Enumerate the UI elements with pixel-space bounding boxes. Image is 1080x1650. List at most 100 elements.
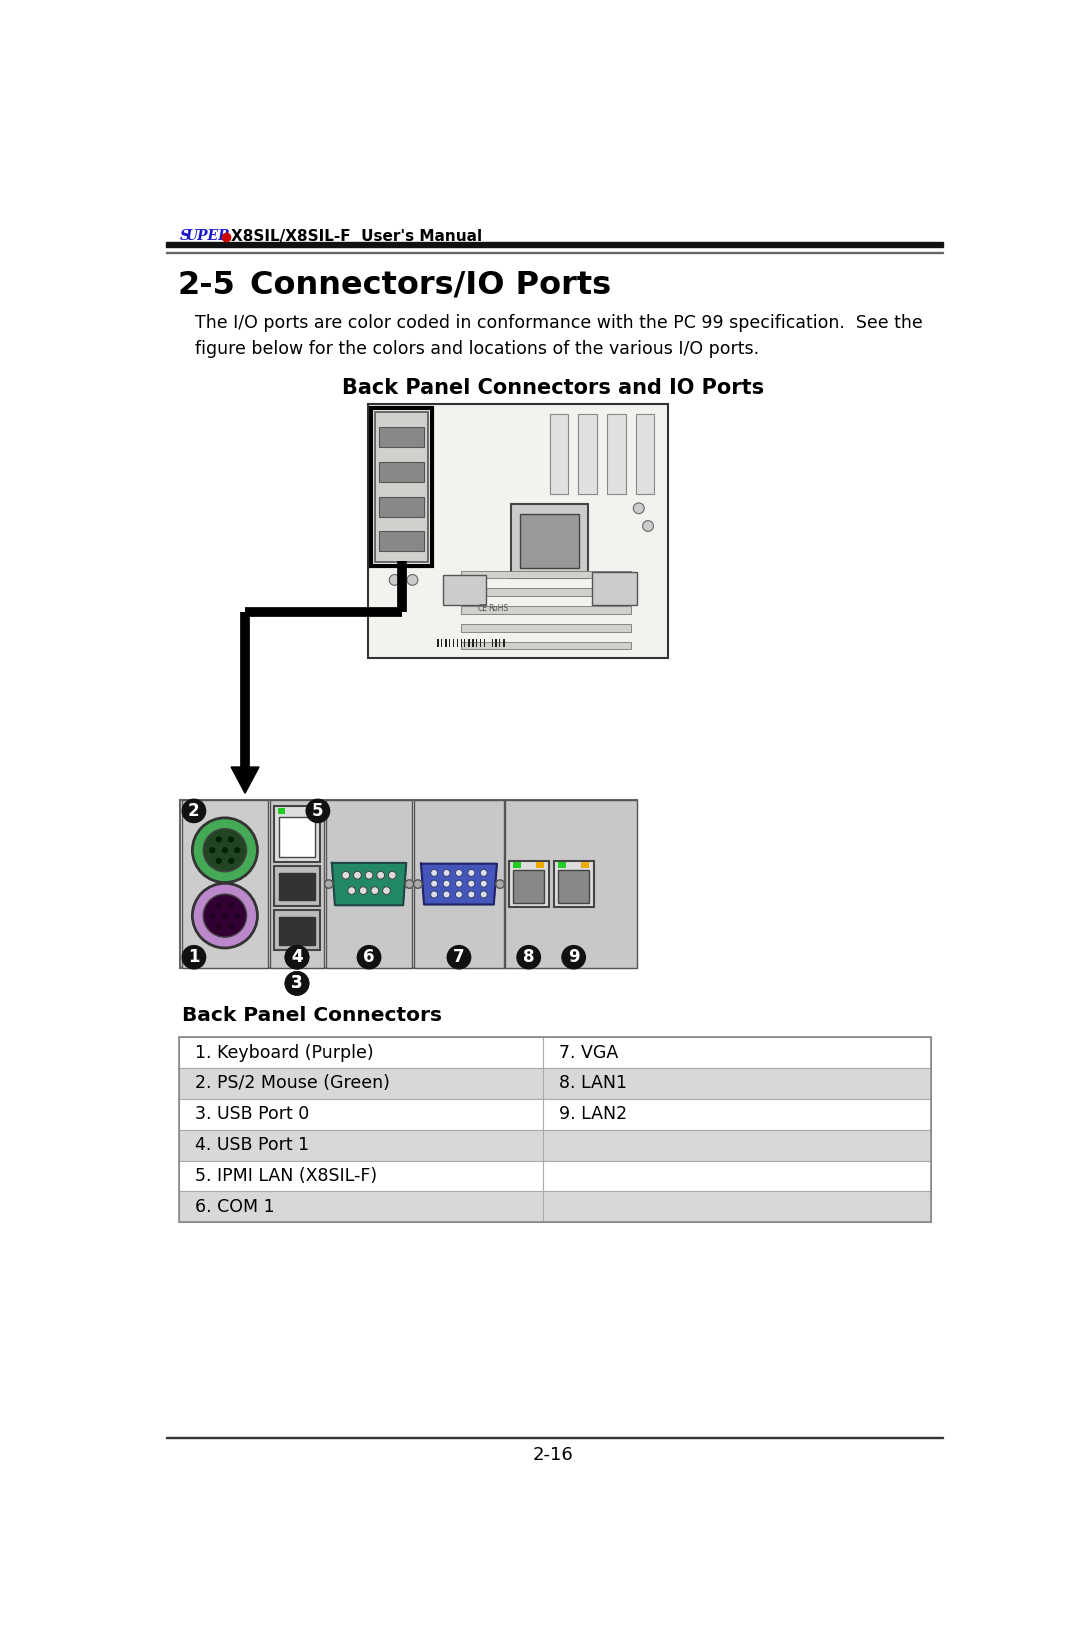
- Bar: [270, 800, 324, 969]
- Circle shape: [348, 886, 355, 894]
- Bar: [550, 414, 568, 495]
- Text: 7: 7: [454, 949, 464, 967]
- Circle shape: [284, 945, 309, 970]
- Bar: [379, 427, 424, 447]
- Bar: [166, 243, 943, 248]
- Text: RoHS: RoHS: [488, 604, 509, 612]
- Circle shape: [633, 503, 644, 513]
- Circle shape: [306, 799, 330, 823]
- Circle shape: [284, 945, 309, 970]
- Bar: [179, 1191, 931, 1223]
- Bar: [273, 866, 321, 906]
- Circle shape: [468, 870, 475, 876]
- Bar: [480, 639, 482, 647]
- Bar: [513, 870, 544, 903]
- Bar: [437, 639, 438, 647]
- Text: CE: CE: [477, 604, 487, 612]
- Circle shape: [234, 912, 241, 919]
- Circle shape: [377, 871, 384, 879]
- Bar: [460, 624, 631, 632]
- Circle shape: [516, 945, 541, 970]
- Circle shape: [228, 903, 234, 908]
- Text: 8. LAN1: 8. LAN1: [559, 1074, 626, 1092]
- Bar: [505, 800, 637, 969]
- Text: 2: 2: [188, 802, 200, 820]
- Bar: [513, 861, 521, 868]
- Circle shape: [443, 879, 450, 888]
- Circle shape: [324, 879, 333, 888]
- Circle shape: [234, 846, 241, 853]
- Bar: [179, 1130, 931, 1160]
- Bar: [460, 606, 631, 614]
- Circle shape: [389, 871, 396, 879]
- Text: 1. Keyboard (Purple): 1. Keyboard (Purple): [194, 1044, 374, 1061]
- Bar: [379, 531, 424, 551]
- Bar: [472, 639, 474, 647]
- Circle shape: [456, 891, 462, 898]
- Circle shape: [643, 521, 653, 531]
- Circle shape: [443, 870, 450, 876]
- Bar: [503, 639, 504, 647]
- Circle shape: [203, 894, 246, 937]
- Text: 4: 4: [292, 949, 302, 967]
- Bar: [484, 639, 485, 647]
- Bar: [179, 1160, 931, 1191]
- Bar: [460, 642, 631, 648]
- Bar: [457, 639, 458, 647]
- Circle shape: [481, 879, 487, 888]
- Circle shape: [468, 891, 475, 898]
- Bar: [278, 808, 285, 813]
- Bar: [496, 639, 497, 647]
- Text: UPER: UPER: [186, 229, 230, 244]
- Circle shape: [228, 858, 234, 865]
- Text: 3: 3: [292, 975, 302, 992]
- Bar: [273, 807, 321, 861]
- Circle shape: [342, 871, 350, 879]
- Circle shape: [431, 891, 437, 898]
- Text: Back Panel Connectors and IO Ports: Back Panel Connectors and IO Ports: [342, 378, 765, 398]
- Polygon shape: [231, 767, 259, 794]
- Text: 3: 3: [292, 975, 302, 992]
- Circle shape: [481, 870, 487, 876]
- Bar: [449, 639, 450, 647]
- Bar: [379, 462, 424, 482]
- Polygon shape: [332, 863, 406, 906]
- Text: 2-5: 2-5: [177, 269, 235, 300]
- Text: 6. COM 1: 6. COM 1: [194, 1198, 274, 1216]
- Bar: [469, 639, 470, 647]
- Circle shape: [353, 871, 362, 879]
- Text: 8: 8: [523, 949, 535, 967]
- Bar: [460, 589, 631, 596]
- Text: 2-16: 2-16: [534, 1445, 573, 1464]
- Bar: [491, 639, 494, 647]
- Text: 9: 9: [568, 949, 580, 967]
- Circle shape: [372, 886, 379, 894]
- Bar: [445, 639, 446, 647]
- Circle shape: [405, 879, 414, 888]
- Text: Connectors/IO Ports: Connectors/IO Ports: [249, 269, 611, 300]
- Bar: [379, 497, 424, 516]
- Circle shape: [562, 945, 586, 970]
- Circle shape: [481, 891, 487, 898]
- Bar: [558, 861, 566, 868]
- Text: 5. IPMI LAN (X8SIL-F): 5. IPMI LAN (X8SIL-F): [194, 1167, 377, 1185]
- Bar: [179, 1099, 931, 1130]
- Circle shape: [414, 879, 422, 888]
- Circle shape: [228, 924, 234, 929]
- Bar: [444, 576, 486, 604]
- Circle shape: [284, 972, 309, 995]
- Circle shape: [181, 799, 206, 823]
- Bar: [460, 571, 631, 579]
- Bar: [279, 917, 314, 945]
- Circle shape: [216, 858, 221, 865]
- Circle shape: [456, 879, 462, 888]
- Text: figure below for the colors and locations of the various I/O ports.: figure below for the colors and location…: [195, 340, 759, 358]
- Bar: [636, 414, 654, 495]
- Bar: [273, 911, 321, 950]
- Bar: [326, 800, 413, 969]
- Bar: [414, 800, 504, 969]
- Bar: [558, 870, 590, 903]
- Bar: [279, 817, 314, 856]
- Bar: [509, 861, 549, 908]
- Text: 5: 5: [312, 802, 324, 820]
